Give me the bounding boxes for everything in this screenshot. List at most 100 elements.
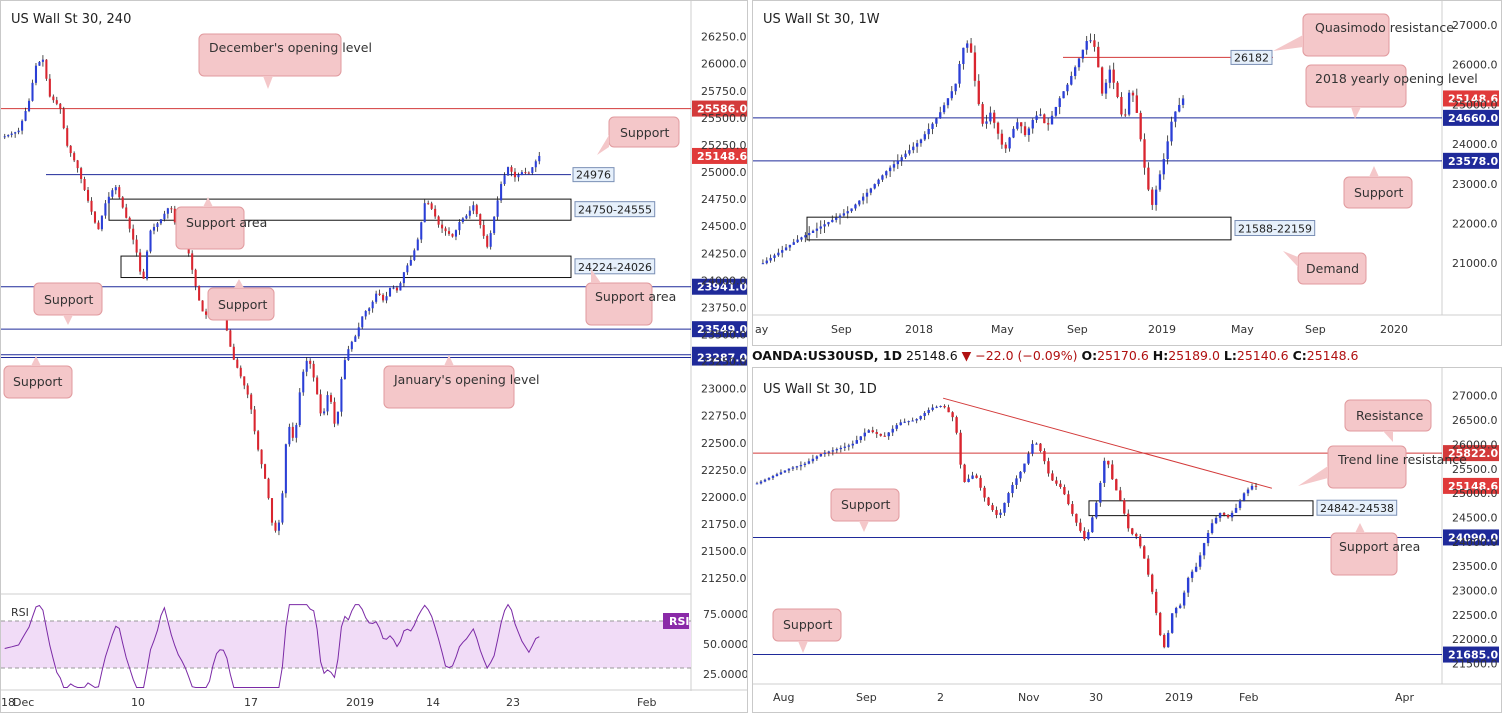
candle: [769, 254, 772, 263]
candle-body: [763, 479, 767, 482]
candle-body: [919, 139, 923, 144]
price-tick: 23000.0: [1452, 585, 1498, 598]
candle-body: [239, 367, 242, 377]
candle-body: [34, 65, 38, 83]
candle-body: [93, 211, 97, 223]
chart-panel-4h[interactable]: US Wall St 30, 240 25586.0 24976 23941.0 23…: [0, 0, 748, 713]
candle: [1210, 519, 1214, 535]
level-price-tag: [692, 278, 747, 295]
candle: [908, 144, 911, 156]
candle: [111, 188, 114, 200]
candle-body: [1085, 41, 1088, 50]
candle-body: [368, 308, 371, 312]
last-price: 25148.6: [905, 348, 958, 363]
candle-body: [309, 360, 312, 364]
candle: [506, 166, 510, 176]
candle: [90, 197, 93, 215]
candle: [900, 154, 903, 166]
candle: [1039, 443, 1042, 453]
time-tick: ay: [755, 323, 769, 336]
candle-body: [796, 239, 799, 243]
candle-body: [1004, 144, 1007, 149]
candle: [1083, 527, 1086, 541]
candle: [27, 98, 31, 113]
level-price-tag: [692, 321, 747, 338]
candle-body: [854, 204, 857, 209]
price-tick: 22000.0: [1452, 217, 1498, 230]
candle: [10, 131, 13, 138]
level-value-box: [1230, 49, 1273, 65]
candle: [118, 184, 121, 200]
candle: [831, 447, 835, 456]
candle: [763, 478, 767, 483]
candle: [270, 497, 274, 526]
candle: [31, 79, 34, 102]
rsi-line: [4, 603, 540, 689]
candle-body: [819, 226, 822, 229]
time-tick: May: [991, 323, 1014, 336]
candle-body: [779, 472, 783, 475]
candle: [962, 47, 965, 70]
callout-text: Support area: [186, 215, 267, 230]
candle: [999, 509, 1002, 518]
current-price-tag: [1443, 90, 1499, 107]
level-price-tag: [1443, 529, 1499, 546]
candle-body: [1050, 115, 1054, 125]
candle: [3, 133, 6, 140]
candle: [985, 114, 988, 129]
time-tick: Sep: [856, 691, 877, 704]
candle-body: [524, 172, 527, 174]
candle: [895, 423, 898, 432]
candle-body: [395, 287, 398, 291]
candle-body: [912, 146, 915, 151]
candle-body: [855, 440, 858, 444]
candle-body: [827, 451, 831, 453]
candle-body: [17, 130, 20, 133]
chart-1d-svg[interactable]: US Wall St 30, 1D 25822.024090.021685.02…: [753, 368, 1501, 712]
candle: [966, 40, 969, 53]
time-tick: 2019: [1148, 323, 1176, 336]
candle: [854, 203, 857, 211]
chart-4h-svg[interactable]: US Wall St 30, 240 25586.0 24976 23941.0 23…: [1, 1, 747, 712]
candle: [791, 466, 795, 471]
chart-1w-svg[interactable]: US Wall St 30, 1W 26182 24660.0 23578.0 251…: [753, 1, 1501, 345]
candle: [513, 168, 517, 182]
chart-panel-1d[interactable]: US Wall St 30, 1D 25822.0 24090.0 21685.0 2…: [752, 367, 1502, 713]
candle: [975, 473, 978, 479]
candle-body: [139, 252, 142, 272]
zone-box: [108, 198, 572, 221]
candle-body: [804, 235, 807, 238]
time-tick: Apr: [1395, 691, 1415, 704]
current-price-label: 25148.6: [1448, 480, 1498, 493]
candle: [86, 186, 90, 203]
candle-body: [416, 239, 419, 251]
candle-body: [1214, 517, 1218, 524]
candle: [1182, 590, 1186, 609]
time-tick: 2019: [1165, 691, 1193, 704]
candle-body: [784, 247, 788, 251]
candle: [1127, 509, 1130, 532]
candle-body: [83, 179, 86, 190]
candle: [912, 142, 915, 154]
candle-body: [243, 376, 246, 386]
candle: [1135, 532, 1138, 540]
candle-body: [979, 477, 982, 488]
candle-body: [1063, 486, 1066, 495]
callout-support-left: Support: [33, 282, 103, 325]
candle-body: [877, 179, 880, 185]
candle-body: [1075, 513, 1078, 523]
time-tick: Sep: [831, 323, 852, 336]
candle-body: [1047, 461, 1050, 474]
candle-body: [205, 311, 208, 315]
candle-body: [385, 296, 388, 301]
candle: [946, 98, 950, 109]
chart-panel-1w[interactable]: US Wall St 30, 1W 26182 24660.0 23578.0 251…: [752, 0, 1502, 346]
candle-body: [1147, 167, 1150, 190]
candle-body: [1238, 500, 1242, 508]
candle-body: [444, 228, 447, 232]
candle-body: [1035, 115, 1038, 120]
candle: [503, 172, 506, 186]
candle: [935, 117, 938, 127]
candle-body: [107, 196, 110, 204]
candle: [973, 45, 977, 87]
